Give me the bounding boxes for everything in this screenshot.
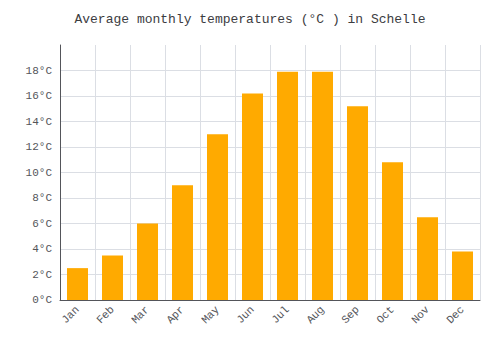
svg-text:4°C: 4°C — [32, 243, 52, 255]
svg-text:Oct: Oct — [374, 304, 396, 326]
svg-text:0°C: 0°C — [32, 294, 52, 306]
svg-text:12°C: 12°C — [26, 141, 53, 153]
svg-text:May: May — [199, 303, 222, 326]
svg-text:Aug: Aug — [304, 304, 326, 326]
svg-text:Dec: Dec — [444, 304, 466, 326]
svg-text:Apr: Apr — [164, 304, 186, 326]
svg-text:Average monthly temperatures (: Average monthly temperatures (°C ) in Sc… — [74, 12, 425, 27]
svg-text:Mar: Mar — [129, 304, 151, 326]
svg-text:14°C: 14°C — [26, 116, 53, 128]
svg-text:Jul: Jul — [269, 304, 291, 326]
svg-text:8°C: 8°C — [32, 192, 52, 204]
svg-text:6°C: 6°C — [32, 218, 52, 230]
svg-text:16°C: 16°C — [26, 90, 53, 102]
svg-text:Jan: Jan — [59, 304, 81, 326]
svg-text:10°C: 10°C — [26, 167, 53, 179]
svg-text:2°C: 2°C — [32, 269, 52, 281]
svg-text:Feb: Feb — [94, 304, 116, 326]
svg-text:Jun: Jun — [234, 304, 256, 326]
svg-text:Sep: Sep — [339, 304, 361, 326]
svg-text:Nov: Nov — [409, 303, 432, 326]
svg-text:18°C: 18°C — [26, 65, 53, 77]
